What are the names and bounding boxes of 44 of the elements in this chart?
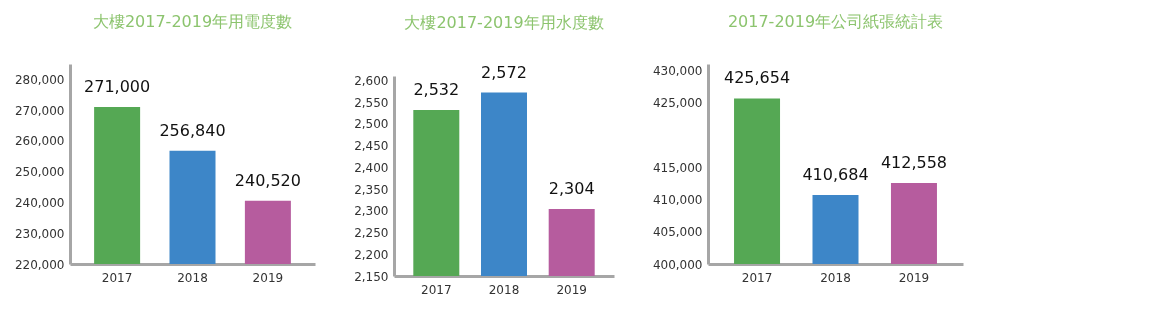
x-tick-label: 2018 bbox=[177, 270, 208, 285]
y-tick-label: 2,250 bbox=[354, 226, 389, 241]
y-tick-label: 240,000 bbox=[14, 195, 65, 210]
data-label: 410,684 bbox=[802, 165, 869, 185]
x-tick-label: 2017 bbox=[421, 282, 452, 297]
y-tick-label: 2,450 bbox=[354, 139, 389, 154]
x-tick-label: 2017 bbox=[741, 270, 773, 285]
y-tick-label: 2,350 bbox=[354, 182, 389, 197]
y-tick-label: 2,500 bbox=[354, 117, 389, 132]
y-tick-label: 410,000 bbox=[652, 192, 703, 207]
data-label: 240,520 bbox=[234, 170, 301, 190]
y-tick-label: 415,000 bbox=[652, 160, 703, 175]
y-tick-label: 430,000 bbox=[652, 63, 703, 78]
data-label: 425,654 bbox=[723, 68, 791, 88]
y-tick-label: 250,000 bbox=[14, 165, 65, 180]
y-tick-label: 2,400 bbox=[354, 160, 389, 175]
y-tick-label: 2,200 bbox=[354, 247, 389, 262]
x-tick-label: 2019 bbox=[898, 270, 930, 285]
y-tick-label: 2,150 bbox=[354, 269, 389, 284]
x-tick-label: 2019 bbox=[252, 270, 284, 285]
chart-title: 2017-2019年公司紙張統計表 bbox=[727, 12, 944, 31]
y-tick-label: 220,000 bbox=[14, 257, 65, 272]
data-label: 2,572 bbox=[481, 62, 527, 82]
y-tick-label: 2,300 bbox=[354, 204, 389, 219]
y-tick-label: 2,550 bbox=[354, 95, 389, 110]
y-tick-label: 230,000 bbox=[14, 226, 65, 241]
y-tick-label: 280,000 bbox=[14, 72, 65, 87]
data-label: 2,532 bbox=[413, 79, 460, 99]
y-tick-label: 425,000 bbox=[652, 96, 703, 111]
y-tick-label: 405,000 bbox=[652, 225, 703, 240]
data-label: 271,000 bbox=[84, 77, 151, 97]
x-tick-label: 2018 bbox=[820, 270, 851, 285]
x-tick-label: 2017 bbox=[101, 270, 133, 285]
chart-title: 大樓2017-2019年用水度數 bbox=[404, 12, 604, 32]
y-tick-label: 400,000 bbox=[652, 257, 703, 272]
x-tick-label: 2019 bbox=[556, 282, 587, 297]
data-label: 256,840 bbox=[159, 120, 226, 140]
chart-title: 大樓2017-2019年用電度數 bbox=[92, 12, 293, 31]
x-tick-label: 2018 bbox=[488, 282, 520, 297]
y-tick-label: 270,000 bbox=[14, 103, 65, 118]
y-tick-label: 260,000 bbox=[14, 134, 65, 149]
data-label: 412,558 bbox=[880, 152, 948, 172]
data-label: 2,304 bbox=[548, 179, 595, 199]
y-tick-label: 2,600 bbox=[354, 73, 389, 88]
